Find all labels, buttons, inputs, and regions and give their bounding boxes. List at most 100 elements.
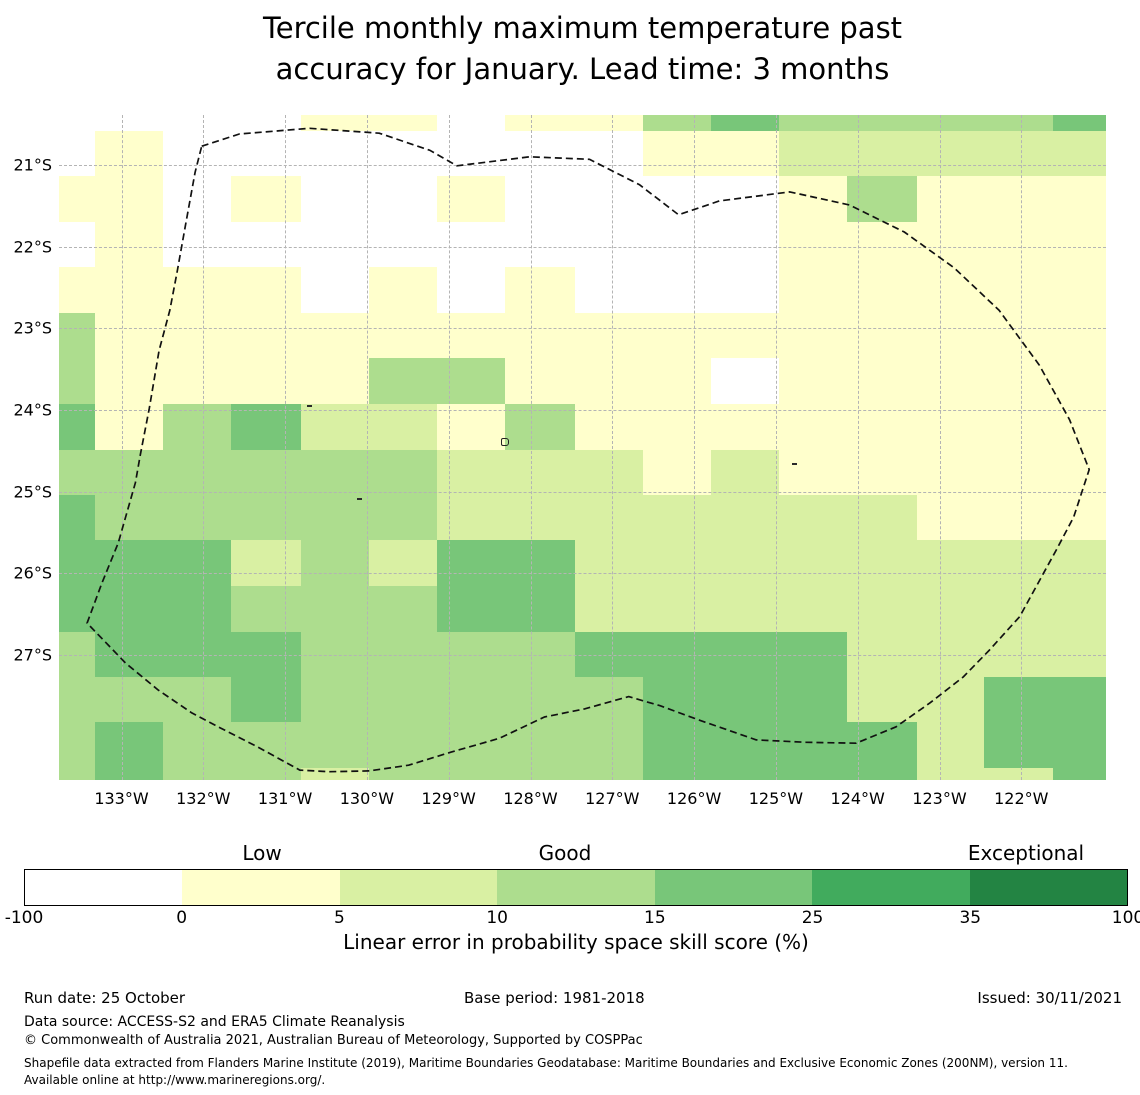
gridline-horizontal bbox=[59, 328, 1106, 330]
map-cell bbox=[574, 312, 643, 358]
map-cell bbox=[779, 721, 848, 768]
x-tick-label: 125°W bbox=[748, 789, 804, 808]
map-cell bbox=[59, 767, 96, 780]
map-cell bbox=[437, 130, 506, 176]
island-mark bbox=[357, 497, 363, 500]
map-cell bbox=[163, 449, 232, 495]
map-cell bbox=[916, 130, 985, 176]
eez-dashed-boundary bbox=[86, 127, 1091, 773]
map-cell bbox=[300, 585, 370, 633]
gridline-horizontal bbox=[59, 491, 1106, 493]
colorbar-segment bbox=[182, 870, 340, 905]
map-cell bbox=[231, 357, 301, 405]
map-cell bbox=[369, 632, 438, 677]
y-tick-label: 27°S bbox=[13, 645, 52, 665]
map-cell bbox=[95, 115, 164, 131]
gridline-vertical bbox=[1021, 115, 1023, 780]
map-cell bbox=[711, 767, 780, 780]
map-cell bbox=[1053, 585, 1106, 633]
map-cell bbox=[916, 632, 985, 677]
map-cell bbox=[369, 767, 438, 780]
map-cell bbox=[984, 494, 1054, 540]
map-cell bbox=[1053, 449, 1106, 495]
map-cell bbox=[984, 175, 1054, 223]
map-cell bbox=[642, 721, 712, 768]
map-cell bbox=[369, 585, 438, 633]
map-cell bbox=[95, 404, 164, 450]
map-cell bbox=[300, 175, 370, 223]
map-cell bbox=[95, 585, 164, 633]
map-cell bbox=[642, 449, 712, 495]
map-cell bbox=[231, 767, 301, 780]
map-cell bbox=[59, 222, 96, 268]
gridline-vertical bbox=[285, 115, 287, 780]
map-cell bbox=[59, 312, 96, 358]
map-cell bbox=[642, 267, 712, 313]
map-cell bbox=[163, 632, 232, 677]
map-cell bbox=[711, 130, 780, 176]
map-cell bbox=[642, 539, 712, 586]
map-cell bbox=[779, 449, 848, 495]
map-cell bbox=[642, 632, 712, 677]
map-cell bbox=[300, 677, 370, 722]
colorbar-category-label: Low bbox=[242, 841, 282, 865]
map-cell bbox=[505, 632, 575, 677]
map-cell bbox=[574, 267, 643, 313]
map-cell bbox=[163, 404, 232, 450]
map-cell bbox=[779, 404, 848, 450]
chart-title: Tercile monthly maximum temperature past… bbox=[59, 8, 1106, 90]
x-tick-label: 124°W bbox=[830, 789, 885, 808]
map-cell bbox=[163, 312, 232, 358]
map-cell bbox=[300, 267, 370, 313]
map-cell bbox=[711, 632, 780, 677]
map-cell bbox=[711, 539, 780, 586]
map-cell bbox=[984, 721, 1054, 768]
map-cell bbox=[505, 767, 575, 780]
colorbar-segment bbox=[969, 870, 1127, 905]
map-cell bbox=[437, 357, 506, 405]
map-cell bbox=[916, 175, 985, 223]
map-cell bbox=[574, 767, 643, 780]
map-cell bbox=[711, 175, 780, 223]
map-cell bbox=[779, 767, 848, 780]
colorbar-tick-label: 15 bbox=[644, 908, 666, 928]
map-cell bbox=[300, 222, 370, 268]
map-cell bbox=[59, 632, 96, 677]
map-cell bbox=[300, 312, 370, 358]
map-cell bbox=[59, 357, 96, 405]
map-cell bbox=[916, 449, 985, 495]
map-cell bbox=[711, 115, 780, 131]
map-cell bbox=[231, 312, 301, 358]
colorbar-segment bbox=[654, 870, 813, 905]
map-cell bbox=[779, 115, 848, 131]
map-cell bbox=[369, 449, 438, 495]
map-cell bbox=[779, 267, 848, 313]
map-cell bbox=[1053, 115, 1106, 131]
map-cell bbox=[231, 721, 301, 768]
map-cell bbox=[984, 312, 1054, 358]
map-cell bbox=[574, 721, 643, 768]
map-cell bbox=[1053, 267, 1106, 313]
map-cell bbox=[369, 130, 438, 176]
map-cell bbox=[574, 357, 643, 405]
gridline-horizontal bbox=[59, 246, 1106, 248]
map-cell bbox=[369, 267, 438, 313]
map-cell bbox=[59, 539, 96, 586]
map-cell bbox=[437, 539, 506, 586]
map-cell bbox=[95, 267, 164, 313]
map-cell bbox=[231, 404, 301, 450]
map-cell bbox=[505, 115, 575, 131]
footer-data-source: Data source: ACCESS-S2 and ERA5 Climate … bbox=[24, 1014, 405, 1030]
map-cell bbox=[642, 312, 712, 358]
map-cell bbox=[95, 721, 164, 768]
map-cell bbox=[779, 494, 848, 540]
map-cell bbox=[779, 175, 848, 223]
map-cell bbox=[505, 449, 575, 495]
map-cell bbox=[231, 267, 301, 313]
map-cell bbox=[505, 312, 575, 358]
map-cell bbox=[779, 539, 848, 586]
map-cell bbox=[163, 222, 232, 268]
map-cell bbox=[642, 767, 712, 780]
map-cell bbox=[984, 222, 1054, 268]
map-cell bbox=[163, 130, 232, 176]
